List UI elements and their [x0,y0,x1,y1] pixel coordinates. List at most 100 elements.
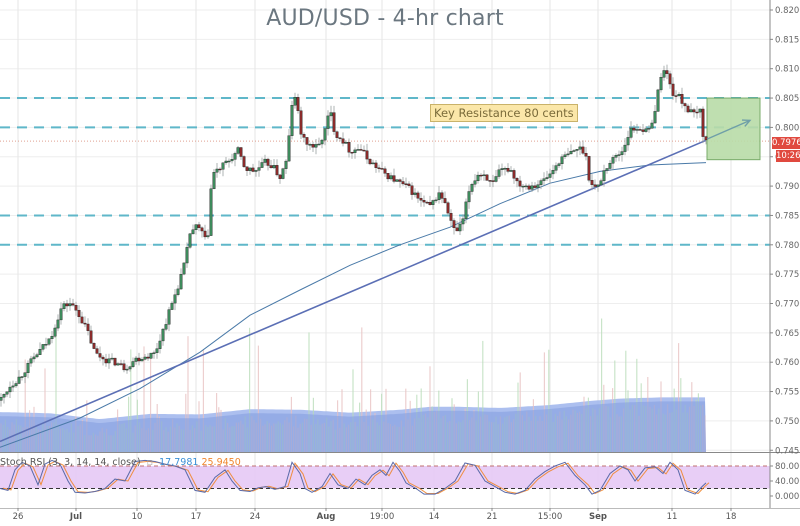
candle-bullish [116,363,120,366]
stoch-d-value: 25.9450 [201,457,241,468]
candle-bullish [653,111,657,124]
candle-bullish [560,156,564,165]
candle-bullish [542,178,546,181]
candle-bullish [20,376,24,378]
candle-bullish [38,349,42,355]
candle-bullish [224,160,228,163]
candle-bearish [101,356,105,360]
candle-bearish [686,105,690,113]
candle-bullish [500,168,504,170]
candle-bullish [194,224,198,231]
candle-bullish [68,303,72,307]
candle-bearish [419,198,423,201]
candle-bullish [41,344,45,350]
candle-bearish [485,174,489,181]
candle-bullish [11,385,15,388]
candle-bullish [548,173,552,178]
candle-bullish [389,175,393,180]
candle-bullish [677,93,681,96]
candle-bullish [395,179,399,182]
stoch-d-line[interactable] [2,460,710,495]
candle-bearish [674,95,678,97]
candle-bullish [596,184,600,187]
price-tick-label: 0.81000 [775,65,800,75]
candle-bullish [599,180,603,186]
candle-bullish [578,146,582,150]
candle-bearish [302,134,306,138]
candle-bullish [221,162,225,170]
candle-bearish [299,110,303,135]
candle-bearish [392,175,396,182]
stoch-tick-label: 0.0000 [775,492,800,502]
candle-bearish [359,149,363,151]
candle-bearish [269,165,273,168]
price-tick-label: 0.74500 [775,446,800,456]
candle-bullish [326,115,330,129]
candle-bullish [503,167,507,170]
candle-bearish [404,183,408,186]
candle-bullish [431,200,435,205]
candle-bullish [353,149,357,153]
candle-bearish [488,180,492,182]
candle-bullish [173,294,177,304]
candle-bullish [536,184,540,188]
candle-bearish [305,137,309,145]
moving-average-line[interactable] [0,162,707,448]
candle-bearish [491,180,495,182]
candle-bullish [323,128,327,141]
candle-bullish [461,218,465,225]
candle-bullish [128,366,132,370]
candle-bearish [197,224,201,229]
candle-bearish [632,127,636,131]
candle-bearish [368,158,372,165]
candle-bullish [50,336,54,340]
candle-bullish [662,70,666,78]
candle-bearish [362,149,366,152]
candle-bullish [635,129,639,131]
projection-arrow[interactable] [706,119,751,140]
time-tick-label: 15:00 [538,512,563,522]
candle-bearish [266,158,270,166]
candle-bullish [467,191,471,203]
candle-bullish [59,308,63,321]
price-tick-label: 0.77500 [775,270,800,280]
candle-bearish [239,147,243,157]
current-price-tag: 0.79767 [772,137,800,149]
candle-bullish [371,162,375,165]
price-tick-label: 0.78000 [775,241,800,251]
candle-bullish [17,376,21,384]
candle-bearish [668,73,672,85]
candle-bearish [137,357,141,362]
candle-bearish [332,112,336,132]
candle-bullish [623,144,627,152]
stoch-tick-label: 80.0000 [775,462,800,472]
candlesticks [0,64,708,407]
candle-bearish [80,316,84,324]
candle-bullish [317,143,321,146]
candle-bullish [14,383,18,387]
candle-bullish [470,183,474,192]
candle-bullish [215,168,219,173]
stoch-rsi-settings-icon[interactable]: ▫ [143,457,157,468]
candle-bullish [698,108,702,113]
candle-bullish [29,358,33,364]
candle-bullish [320,139,324,145]
candle-bullish [293,97,297,106]
candle-bullish [131,361,135,368]
candle-bullish [44,344,48,346]
price-tick-label: 0.77000 [775,300,800,310]
candle-bearish [407,183,411,186]
candle-bearish [584,152,588,157]
candle-bullish [314,144,318,148]
candle-bullish [230,159,234,162]
stoch-k-line[interactable] [0,459,707,495]
candle-bullish [605,168,609,171]
key-resistance-label[interactable]: Key Resistance 80 cents [430,104,578,122]
candle-bearish [527,185,531,190]
trendline[interactable] [0,139,707,443]
projection-box[interactable] [706,97,761,161]
candle-bullish [5,391,9,395]
candle-bearish [446,202,450,214]
